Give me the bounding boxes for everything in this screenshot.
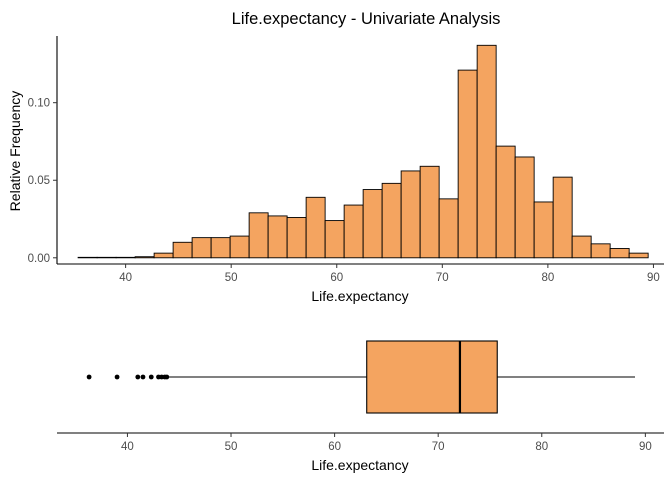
histogram-bar [305,196,326,259]
histogram-y-tick-label: 0.10 [28,98,50,110]
boxplot-x-tick-label: 50 [225,441,238,453]
histogram-x-tick-label: 90 [647,272,660,284]
histogram-panel: 40 50 60 70 80 90 0.00 0.05 0.10 [28,36,664,284]
boxplot-x-tick-label: 70 [432,441,445,453]
histogram-bar [286,217,307,259]
histogram-bar [533,201,554,259]
boxplot-x-tick-label: 60 [328,441,341,453]
histogram-bar [628,252,649,259]
boxplot-panel: 40 50 60 70 80 90 [57,340,664,453]
histogram-bar [457,69,478,259]
histogram-bar [172,241,193,259]
histogram-bar [495,145,516,259]
histogram-bar [229,235,250,259]
histogram-bar [609,248,630,259]
histogram-bar [590,243,611,259]
boxplot-outlier-point [164,374,170,380]
boxplot-outlier-point [135,374,141,380]
histogram-x-tick-label: 60 [330,272,343,284]
histogram-bar [419,165,440,259]
histogram-bar [267,215,288,259]
histogram-bar [191,237,212,259]
histogram-bar [400,170,421,259]
histogram-x-tick-label: 40 [119,272,132,284]
histogram-bar [248,212,269,259]
histogram-x-axis-title: Life.expectancy [311,288,408,304]
histogram-bar [362,189,383,259]
histogram-x-tick-label: 70 [436,272,449,284]
histogram-bar [153,252,174,259]
histogram-y-axis-title: Relative Frequency [7,91,23,212]
histogram-bar [343,204,364,259]
histogram-bar [210,237,231,259]
histogram-bar [381,182,402,259]
histogram-y-tick-label: 0.05 [28,175,50,187]
histogram-bar [134,256,155,259]
boxplot-x-axis-title: Life.expectancy [311,457,408,473]
histogram-y-tick-label: 0.00 [28,253,50,265]
histogram-bar [476,44,497,259]
boxplot-outlier-point [140,374,146,380]
boxplot-box [366,340,498,414]
boxplot-outlier-point [148,374,154,380]
histogram-x-tick-label: 50 [225,272,238,284]
histogram-x-tick-label: 80 [541,272,554,284]
boxplot-x-tick-label: 80 [535,441,548,453]
histogram-bar [552,176,573,259]
boxplot-outlier-point [114,374,120,380]
histogram-bar [438,198,459,259]
histogram-bar [324,220,345,259]
boxplot-outlier-point [86,374,92,380]
histogram-bar [571,235,592,259]
boxplot-x-tick-label: 40 [121,441,134,453]
chart-title: Life.expectancy - Univariate Analysis [232,10,501,28]
boxplot-x-tick-label: 90 [639,441,652,453]
histogram-bar [514,156,535,259]
